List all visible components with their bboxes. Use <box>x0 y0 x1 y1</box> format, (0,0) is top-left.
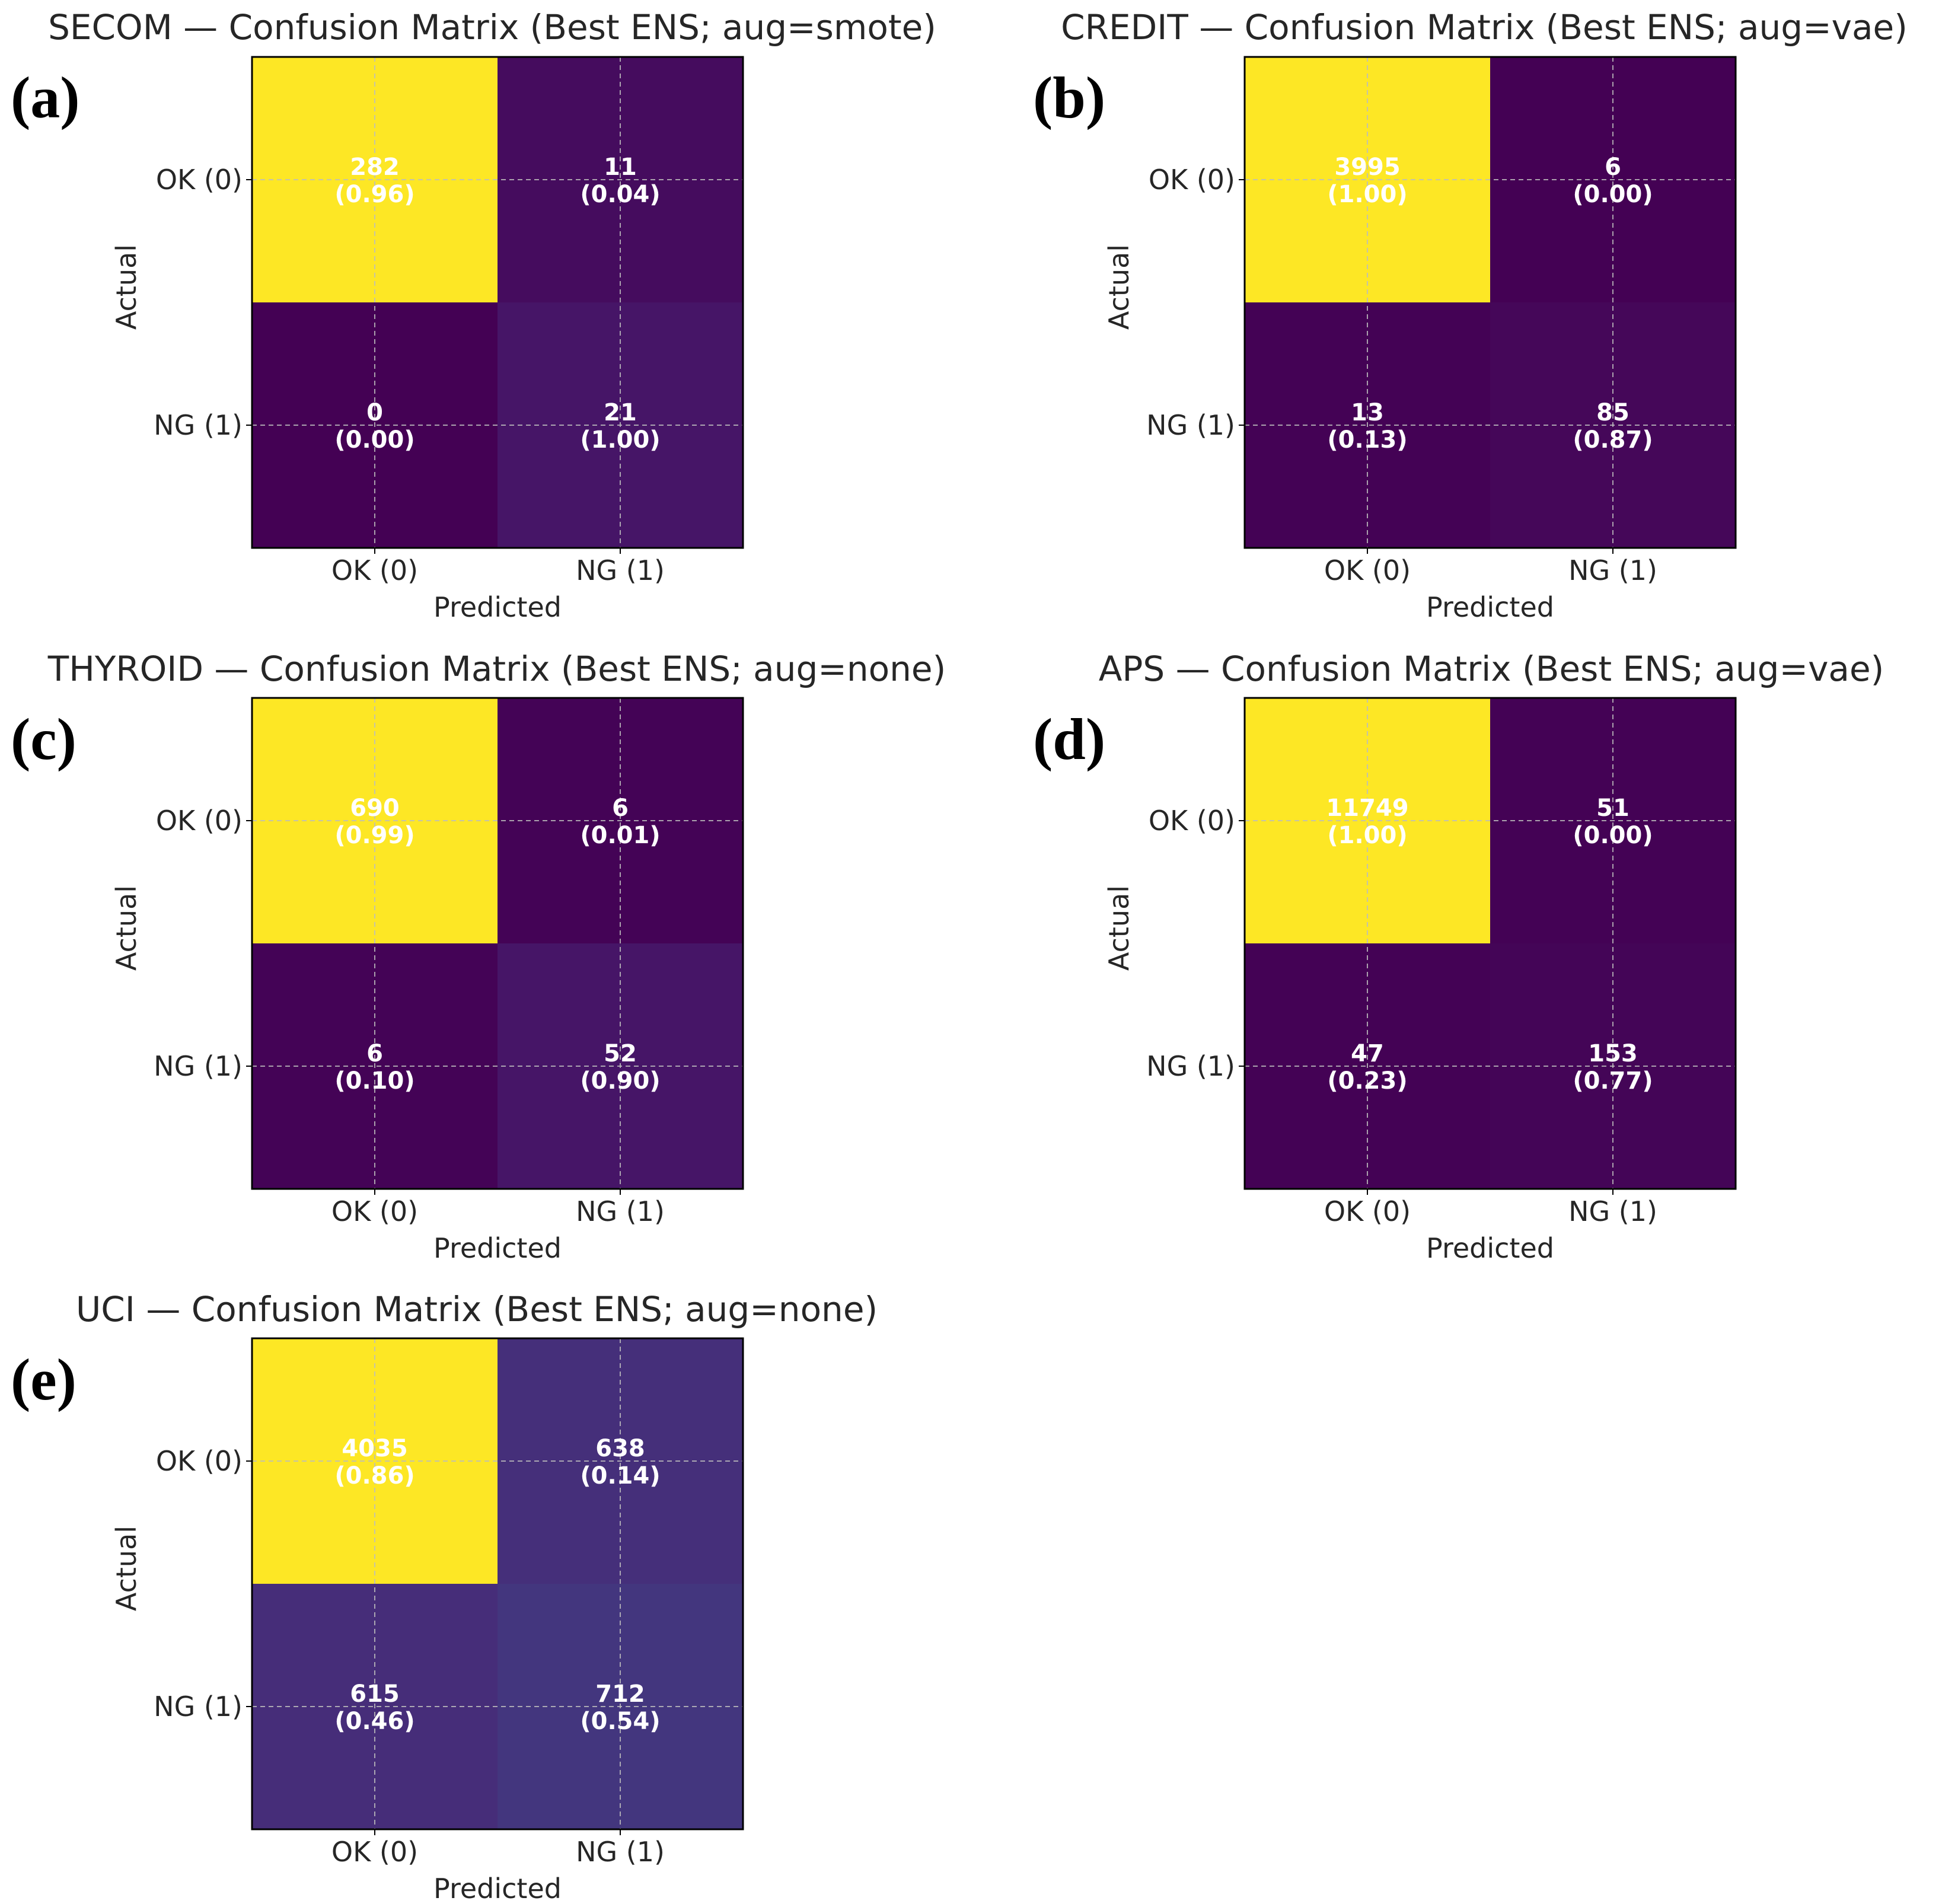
panel-c-confusion-matrix: THYROID — Confusion Matrix (Best ENS; au… <box>11 649 946 1264</box>
panel-a-cell-1-0-count: 0 <box>366 399 383 426</box>
panel-b-xtick-label-0: OK (0) <box>1324 554 1411 586</box>
panel-e-ytick-label-1: NG (1) <box>154 1691 243 1723</box>
panel-d-cell-0-1-count: 51 <box>1596 795 1629 822</box>
panel-c-cell-0-0-ratio: (0.99) <box>334 822 414 849</box>
panel-a-cell-1-0-ratio: (0.00) <box>334 426 414 454</box>
panel-c-cell-1-0-count: 6 <box>366 1040 383 1067</box>
panel-a-xlabel: Predicted <box>433 591 562 623</box>
panel-a-cell-0-1-ratio: (0.04) <box>580 181 660 208</box>
panel-d-cell-0-1-ratio: (0.00) <box>1573 822 1653 849</box>
panel-d-cell-1-1-count: 153 <box>1588 1040 1638 1067</box>
panel-e-cell-1-0-ratio: (0.46) <box>334 1708 414 1735</box>
panel-a-cell-0-0-count: 282 <box>350 154 400 181</box>
panel-b-cell-1-1-ratio: (0.87) <box>1573 426 1653 454</box>
panel-d-xtick-label-1: NG (1) <box>1568 1195 1657 1227</box>
panel-a-axes-frame <box>251 56 744 549</box>
panel-d-ytick-label-1: NG (1) <box>1146 1050 1235 1082</box>
panel-c-ytick-label-1: NG (1) <box>154 1050 243 1082</box>
panel-e-xlabel: Predicted <box>433 1873 562 1904</box>
panel-a-title: SECOM — Confusion Matrix (Best ENS; aug=… <box>48 7 936 47</box>
panel-b-cell-1-0-count: 13 <box>1351 399 1384 426</box>
panel-e-title: UCI — Confusion Matrix (Best ENS; aug=no… <box>76 1289 878 1329</box>
panel-b-cell-0-0 <box>1245 57 1490 302</box>
panel-a-label: (a) <box>11 65 80 130</box>
panel-b-title: CREDIT — Confusion Matrix (Best ENS; aug… <box>1061 7 1908 47</box>
panel-c-xtick-label-0: OK (0) <box>331 1195 418 1227</box>
panel-e-cell-0-0-ratio: (0.86) <box>334 1462 414 1490</box>
panel-a-ylabel: Actual <box>110 244 142 330</box>
panel-d-ytick-label-0: OK (0) <box>1149 805 1235 837</box>
panel-b-confusion-matrix: CREDIT — Confusion Matrix (Best ENS; aug… <box>1033 7 1908 623</box>
panel-e-cell-1-1-count: 712 <box>595 1680 645 1708</box>
panel-b-cell-0-1-count: 6 <box>1605 154 1621 181</box>
panel-b-ytick-label-1: NG (1) <box>1146 409 1235 441</box>
panel-e-cell-1-1-ratio: (0.54) <box>580 1708 660 1735</box>
panel-e-xtick-label-0: OK (0) <box>331 1836 418 1868</box>
panel-c-ytick-label-0: OK (0) <box>156 805 243 837</box>
panel-c-cell-1-1-count: 52 <box>604 1040 637 1067</box>
panel-b-xlabel: Predicted <box>1426 591 1554 623</box>
panel-e-axes-frame <box>251 1337 744 1830</box>
panel-c-axes-frame <box>251 697 744 1190</box>
panel-c-label: (c) <box>11 706 76 772</box>
panel-c-cell-0-0-count: 690 <box>350 795 400 822</box>
panel-c-cell-0-1-ratio: (0.01) <box>580 822 660 849</box>
panel-d-title: APS — Confusion Matrix (Best ENS; aug=va… <box>1099 649 1884 689</box>
panel-b-cell-0-0-count: 3995 <box>1334 154 1400 181</box>
panel-e-ylabel: Actual <box>110 1526 142 1611</box>
panel-a-ytick-label-0: OK (0) <box>156 164 243 196</box>
panel-e-cell-0-1-count: 638 <box>595 1435 645 1462</box>
panel-c-cell-0-0 <box>252 698 498 943</box>
panel-d-label: (d) <box>1033 706 1105 772</box>
panel-c-xlabel: Predicted <box>433 1232 562 1264</box>
panel-d-cell-0-0-ratio: (1.00) <box>1327 822 1407 849</box>
panel-a-xtick-label-0: OK (0) <box>331 554 418 586</box>
panel-d-ylabel: Actual <box>1103 885 1135 971</box>
panel-b-cell-0-1-ratio: (0.00) <box>1573 181 1653 208</box>
panel-c-cell-1-1-ratio: (0.90) <box>580 1067 660 1095</box>
panel-b-ylabel: Actual <box>1103 244 1135 330</box>
panel-a-cell-1-1-ratio: (1.00) <box>580 426 660 454</box>
panel-b-xtick-label-1: NG (1) <box>1568 554 1657 586</box>
panel-d-cell-1-0-count: 47 <box>1351 1040 1384 1067</box>
panel-e-cell-0-0-count: 4035 <box>342 1435 407 1462</box>
panel-c-ylabel: Actual <box>110 885 142 971</box>
panel-a-cell-0-1-count: 11 <box>604 154 637 181</box>
panel-e-cell-0-0 <box>252 1338 498 1584</box>
panel-d-axes-frame <box>1243 697 1737 1190</box>
panel-b-axes-frame <box>1243 56 1737 549</box>
panel-e-cell-0-1-ratio: (0.14) <box>580 1462 660 1490</box>
panel-c-title: THYROID — Confusion Matrix (Best ENS; au… <box>47 649 946 689</box>
panel-d-cell-0-0-count: 11749 <box>1326 795 1408 822</box>
panel-e-label: (e) <box>11 1347 76 1412</box>
panel-b-cell-1-0-ratio: (0.13) <box>1327 426 1407 454</box>
panel-b-label: (b) <box>1033 65 1105 130</box>
panel-c-cell-1-0-ratio: (0.10) <box>334 1067 414 1095</box>
panel-a-cell-0-0 <box>252 57 498 302</box>
panel-d-cell-0-0 <box>1245 698 1490 943</box>
panel-a-confusion-matrix: SECOM — Confusion Matrix (Best ENS; aug=… <box>11 7 936 623</box>
panel-a-ytick-label-1: NG (1) <box>154 409 243 441</box>
panel-b-ytick-label-0: OK (0) <box>1149 164 1235 196</box>
panel-d-cell-1-1-ratio: (0.77) <box>1573 1067 1653 1095</box>
panel-a-cell-1-1-count: 21 <box>604 399 637 426</box>
panel-c-cell-0-1-count: 6 <box>612 795 629 822</box>
panel-e-xtick-label-1: NG (1) <box>576 1836 665 1868</box>
panel-a-xtick-label-1: NG (1) <box>576 554 665 586</box>
panel-e-ytick-label-0: OK (0) <box>156 1445 243 1477</box>
panel-e-confusion-matrix: UCI — Confusion Matrix (Best ENS; aug=no… <box>11 1289 878 1904</box>
panel-d-cell-1-0-ratio: (0.23) <box>1327 1067 1407 1095</box>
panel-b-cell-1-1-count: 85 <box>1596 399 1629 426</box>
panel-d-confusion-matrix: APS — Confusion Matrix (Best ENS; aug=va… <box>1033 649 1884 1264</box>
panel-d-xlabel: Predicted <box>1426 1232 1554 1264</box>
panel-a-cell-0-0-ratio: (0.96) <box>334 181 414 208</box>
panel-e-cell-1-0-count: 615 <box>350 1680 400 1708</box>
panel-c-xtick-label-1: NG (1) <box>576 1195 665 1227</box>
panel-b-cell-0-0-ratio: (1.00) <box>1327 181 1407 208</box>
panel-d-xtick-label-0: OK (0) <box>1324 1195 1411 1227</box>
